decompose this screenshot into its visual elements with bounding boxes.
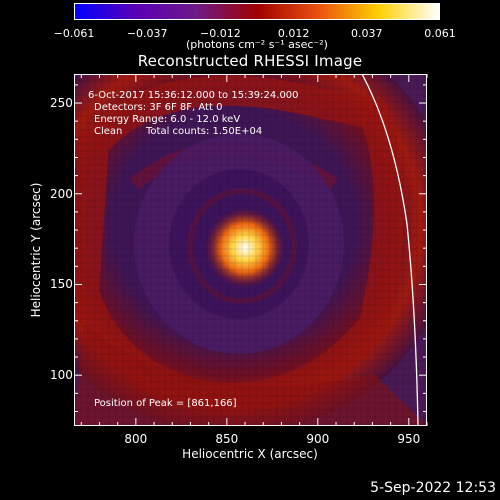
y-axis-label: Heliocentric Y (arcsec)	[29, 182, 43, 318]
info-time-range: 6-Oct-2017 15:36:12.000 to 15:39:24.000	[88, 90, 299, 101]
colorbar	[74, 3, 440, 20]
y-tick-label: 150	[50, 277, 73, 292]
timestamp: 5-Sep-2022 12:53	[370, 480, 496, 496]
x-tick-label: 950	[397, 432, 421, 446]
plot-title: Reconstructed RHESSI Image	[137, 52, 363, 70]
y-tick-label: 100	[50, 368, 73, 383]
heatmap-image	[74, 74, 427, 426]
info-peak: Position of Peak = [861,166]	[94, 398, 237, 409]
heatmap-svg	[74, 74, 427, 426]
info-clean: Clean	[94, 126, 123, 137]
x-axis-label: Heliocentric X (arcsec)	[182, 447, 318, 461]
x-tick-label: 850	[215, 432, 239, 446]
x-tick-label: 800	[124, 432, 148, 446]
colorbar-tick-label: −0.012	[200, 27, 241, 40]
colorbar-unit: (photons cm⁻² s⁻¹ asec⁻²)	[186, 38, 328, 51]
info-counts: Total counts: 1.50E+04	[146, 126, 263, 137]
plot-frame	[74, 74, 427, 426]
colorbar-tick-label: 0.061	[424, 27, 456, 40]
info-detectors: Detectors: 3F 6F 8F, Att 0	[94, 102, 223, 113]
solar-limb-line	[361, 74, 419, 426]
colorbar-tick-label: −0.037	[126, 27, 168, 40]
colorbar-tick-label: 0.012	[277, 27, 310, 40]
info-energy: Energy Range: 6.0 - 12.0 keV	[94, 114, 241, 125]
y-tick-label: 250	[50, 96, 73, 111]
colorbar-tick-label: 0.037	[351, 27, 383, 40]
x-tick-label: 900	[306, 432, 330, 446]
colorbar-tick-label: −0.061	[53, 27, 95, 40]
y-tick-label: 200	[50, 186, 73, 201]
